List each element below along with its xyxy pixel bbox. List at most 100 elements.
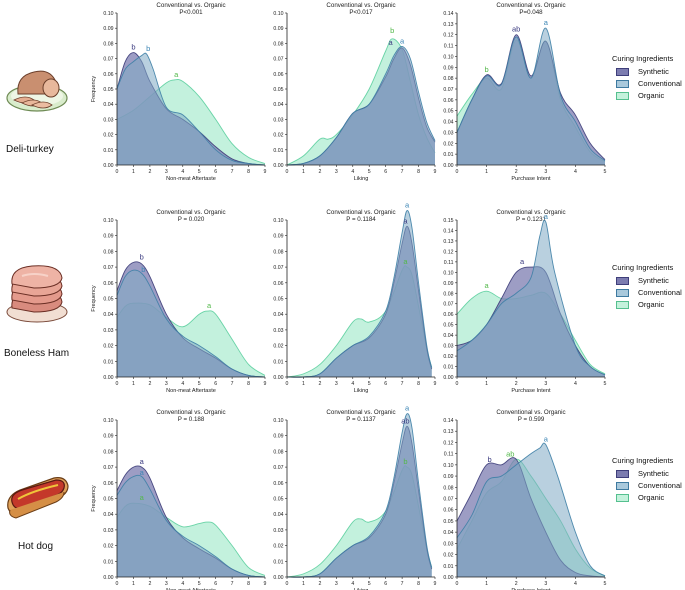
x-tick-label: 2: [515, 381, 518, 387]
significance-letter-synthetic: b: [140, 252, 144, 261]
x-tick-label: 3: [335, 169, 338, 175]
significance-letter-conventional: a: [140, 468, 145, 477]
y-tick-label: 0.02: [273, 344, 283, 350]
legend-swatch-synthetic: [616, 469, 629, 478]
y-tick-label: 0.01: [273, 559, 283, 565]
line-conventional: [286, 413, 433, 578]
line-conventional: [456, 27, 606, 162]
chart-p-value: P = 0.599: [518, 416, 545, 423]
y-tick-label: 0.05: [273, 297, 283, 303]
y-tick-label: 0.04: [103, 512, 113, 518]
x-axis-label: Liking: [354, 176, 369, 182]
y-tick-label: 0.02: [103, 344, 113, 350]
x-tick-label: 1: [302, 581, 305, 587]
x-tick-label: 8: [417, 581, 420, 587]
y-tick-label: 0.06: [443, 98, 453, 104]
x-tick-label: 0: [116, 381, 119, 387]
y-tick-label: 0.02: [273, 133, 283, 139]
chart-p-value: P<0.017: [349, 9, 373, 16]
y-axis-label: Frequency: [91, 285, 97, 312]
x-tick-label: 7: [231, 381, 234, 387]
y-tick-label: 0.00: [273, 163, 283, 169]
hot-dog-illustration: [7, 477, 69, 519]
x-tick-label: 5: [604, 169, 607, 175]
significance-letter-organic: a: [140, 493, 145, 502]
y-tick-label: 0.03: [103, 117, 113, 123]
legend-title: Curing Ingredients: [612, 456, 674, 465]
y-tick-label: 0.06: [443, 312, 453, 318]
y-tick-label: 0.11: [444, 44, 454, 50]
x-tick-label: 4: [574, 169, 577, 175]
chart-p-value: P = 0.1184: [346, 216, 376, 223]
y-tick-label: 0.06: [443, 508, 453, 514]
chart-title: Conventional vs. Organic: [326, 2, 395, 9]
significance-letter-conventional: a: [544, 212, 549, 221]
y-tick-label: 0.05: [443, 109, 453, 115]
x-tick-label: 4: [181, 381, 184, 387]
x-axis-label: Non-meat Aftertaste: [166, 176, 216, 182]
y-tick-label: 0.00: [103, 163, 113, 169]
y-tick-label: 0.09: [103, 434, 113, 440]
y-tick-label: 0.14: [443, 418, 453, 424]
x-tick-label: 3: [544, 381, 547, 387]
y-tick-label: 0.06: [273, 481, 283, 487]
x-axis-label: Purchase Intent: [511, 588, 551, 590]
x-tick-label: 1: [485, 169, 488, 175]
x-tick-label: 0: [286, 381, 289, 387]
x-tick-label: 4: [574, 581, 577, 587]
y-tick-label: 0.06: [103, 281, 113, 287]
legend-item-conventional: Conventional: [616, 481, 682, 490]
y-tick-label: 0.12: [443, 33, 453, 39]
significance-letter-synthetic: ab: [512, 25, 520, 34]
y-tick-label: 0.05: [273, 497, 283, 503]
legend-label-organic: Organic: [638, 91, 665, 100]
y-tick-label: 0.00: [443, 163, 453, 169]
area-conventional: [287, 210, 432, 378]
x-tick-label: 1: [485, 381, 488, 387]
y-tick-label: 0.07: [103, 265, 113, 271]
legend-item-conventional: Conventional: [616, 79, 682, 88]
x-tick-label: 1: [302, 169, 305, 175]
y-tick-label: 0.00: [273, 375, 283, 381]
significance-letter-conventional: a: [405, 404, 410, 413]
significance-letter-synthetic: a: [389, 38, 394, 47]
x-tick-label: 2: [148, 381, 151, 387]
y-tick-label: 0.04: [103, 102, 113, 108]
legend-swatch-organic: [616, 493, 629, 502]
y-tick-label: 0.02: [443, 553, 453, 559]
legend-item-synthetic: Synthetic: [616, 67, 682, 76]
x-tick-label: 5: [368, 581, 371, 587]
significance-letter-synthetic: a: [520, 257, 525, 266]
y-tick-label: 0.07: [273, 465, 283, 471]
y-tick-label: 0.01: [103, 148, 113, 154]
y-tick-label: 0.02: [103, 133, 113, 139]
x-tick-label: 9: [434, 581, 437, 587]
y-tick-label: 0.04: [273, 512, 283, 518]
y-tick-label: 0.08: [443, 76, 453, 82]
y-tick-label: 0.14: [443, 11, 453, 17]
x-tick-label: 1: [132, 581, 135, 587]
y-tick-label: 0.01: [103, 359, 113, 365]
legend-title: Curing Ingredients: [612, 54, 674, 63]
x-tick-label: 5: [368, 169, 371, 175]
legend-swatch-conventional: [616, 481, 629, 490]
y-tick-label: 0.15: [443, 218, 453, 224]
x-tick-label: 8: [417, 169, 420, 175]
legend-label-synthetic: Synthetic: [638, 276, 669, 285]
y-tick-label: 0.01: [273, 359, 283, 365]
x-tick-label: 4: [181, 169, 184, 175]
significance-letter-organic: b: [403, 457, 407, 466]
x-tick-label: 5: [604, 381, 607, 387]
chart-p-value: P=0.048: [519, 9, 543, 16]
significance-letter-organic: ab: [506, 449, 514, 458]
x-tick-label: 9: [264, 381, 267, 387]
significance-letter-organic: b: [390, 26, 394, 35]
chart-p-value: P = 0.1231: [516, 216, 547, 223]
significance-letter-synthetic: b: [487, 455, 491, 464]
x-tick-label: 5: [198, 381, 201, 387]
x-tick-label: 6: [384, 381, 387, 387]
legend-item-organic: Organic: [616, 300, 682, 309]
